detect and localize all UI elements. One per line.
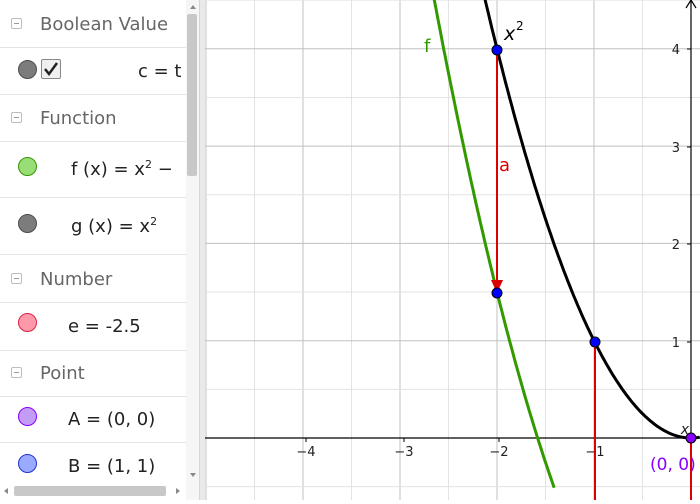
visibility-toggle-icon[interactable] [18, 407, 37, 426]
point-A[interactable] [685, 432, 697, 444]
point-B-expression: B = (1, 1) [68, 456, 156, 477]
x-tick-label: −4 [296, 445, 315, 460]
function-g-rhs: = x [118, 216, 151, 237]
point-A-expression: A = (0, 0) [68, 409, 156, 430]
x-axis-label: x [680, 422, 690, 438]
function-f-tail: − [151, 159, 173, 180]
function-g-expression: g (x) = x2 [71, 215, 157, 237]
scroll-down-icon[interactable] [190, 473, 196, 477]
x-tick-label: −2 [489, 445, 508, 460]
category-boolean-value[interactable]: Boolean Value [0, 3, 186, 48]
y-tick-label: 4 [672, 43, 680, 58]
number-e-expression: e = -2.5 [68, 316, 141, 337]
collapse-icon[interactable] [11, 273, 22, 284]
scroll-up-icon[interactable] [190, 5, 196, 9]
hscroll-arrows [4, 488, 180, 494]
vector-a-arrowhead-icon [491, 280, 503, 293]
collapse-icon[interactable] [11, 18, 22, 29]
y-tick-label: 1 [672, 336, 680, 351]
visibility-toggle-icon[interactable] [18, 214, 37, 233]
x-tick-labels: −4 −3 −2 −1 [296, 438, 605, 460]
function-f-exponent: 2 [144, 158, 152, 171]
label-origin: (0, 0) [650, 455, 696, 475]
algebra-item-f[interactable]: f (x) = x2 − [0, 141, 186, 198]
label-x2-base: x [503, 23, 516, 45]
function-f-rhs: = x [113, 159, 145, 180]
scroll-left-icon[interactable] [4, 488, 8, 494]
vertical-scroll-thumb[interactable] [187, 14, 197, 176]
category-title: Boolean Value [40, 14, 169, 35]
label-x2-exponent: 2 [516, 19, 524, 33]
point-B[interactable] [589, 336, 601, 348]
point-mid[interactable] [491, 287, 503, 299]
y-tick-labels: 1 2 3 4 x [672, 43, 691, 438]
y-tick-label: 3 [672, 141, 680, 156]
axes [205, 0, 700, 500]
y-axis-arrow-icon [685, 0, 697, 9]
function-f-curve[interactable] [424, 0, 556, 489]
visibility-toggle-icon[interactable] [18, 313, 37, 332]
category-title: Point [40, 363, 85, 384]
algebra-item-g[interactable]: g (x) = x2 [0, 198, 186, 255]
y-tick-label: 2 [672, 238, 680, 253]
category-title: Number [40, 269, 113, 290]
scroll-arrows [190, 5, 196, 477]
scroll-right-icon[interactable] [176, 488, 180, 494]
function-g-exponent: 2 [150, 215, 158, 228]
function-f-name: f (x) [71, 159, 108, 180]
category-point[interactable]: Point [0, 352, 186, 397]
category-title: Function [40, 108, 117, 129]
function-g-name: g (x) [71, 216, 113, 237]
view-divider[interactable] [199, 0, 205, 500]
category-number[interactable]: Number [0, 258, 186, 303]
visibility-toggle-icon[interactable] [18, 60, 37, 79]
algebra-item-e[interactable]: e = -2.5 [0, 302, 186, 351]
grid [205, 0, 700, 500]
label-a: a [499, 155, 510, 176]
boolean-c-expression: c = t [138, 61, 182, 82]
checkbox-icon[interactable] [41, 59, 61, 79]
algebra-item-B[interactable]: B = (1, 1) [0, 443, 186, 489]
function-g-curve[interactable] [473, 0, 700, 440]
collapse-icon[interactable] [11, 112, 22, 123]
graphics-view[interactable]: −4 −3 −2 −1 1 2 3 4 x f a x 2 (0, 0) [205, 0, 700, 500]
algebra-item-A[interactable]: A = (0, 0) [0, 396, 186, 443]
horizontal-scroll-thumb[interactable] [14, 486, 166, 496]
label-f: f [424, 36, 431, 57]
visibility-toggle-icon[interactable] [18, 157, 37, 176]
visibility-toggle-icon[interactable] [18, 454, 37, 473]
algebra-view: Boolean Value c = t Function f (x) = x2 … [0, 0, 186, 500]
collapse-icon[interactable] [11, 367, 22, 378]
function-f-expression: f (x) = x2 − [71, 158, 173, 180]
x-tick-label: −3 [394, 445, 413, 460]
point-top[interactable] [491, 44, 503, 56]
category-function[interactable]: Function [0, 97, 186, 142]
algebra-item-c[interactable]: c = t [0, 48, 186, 95]
